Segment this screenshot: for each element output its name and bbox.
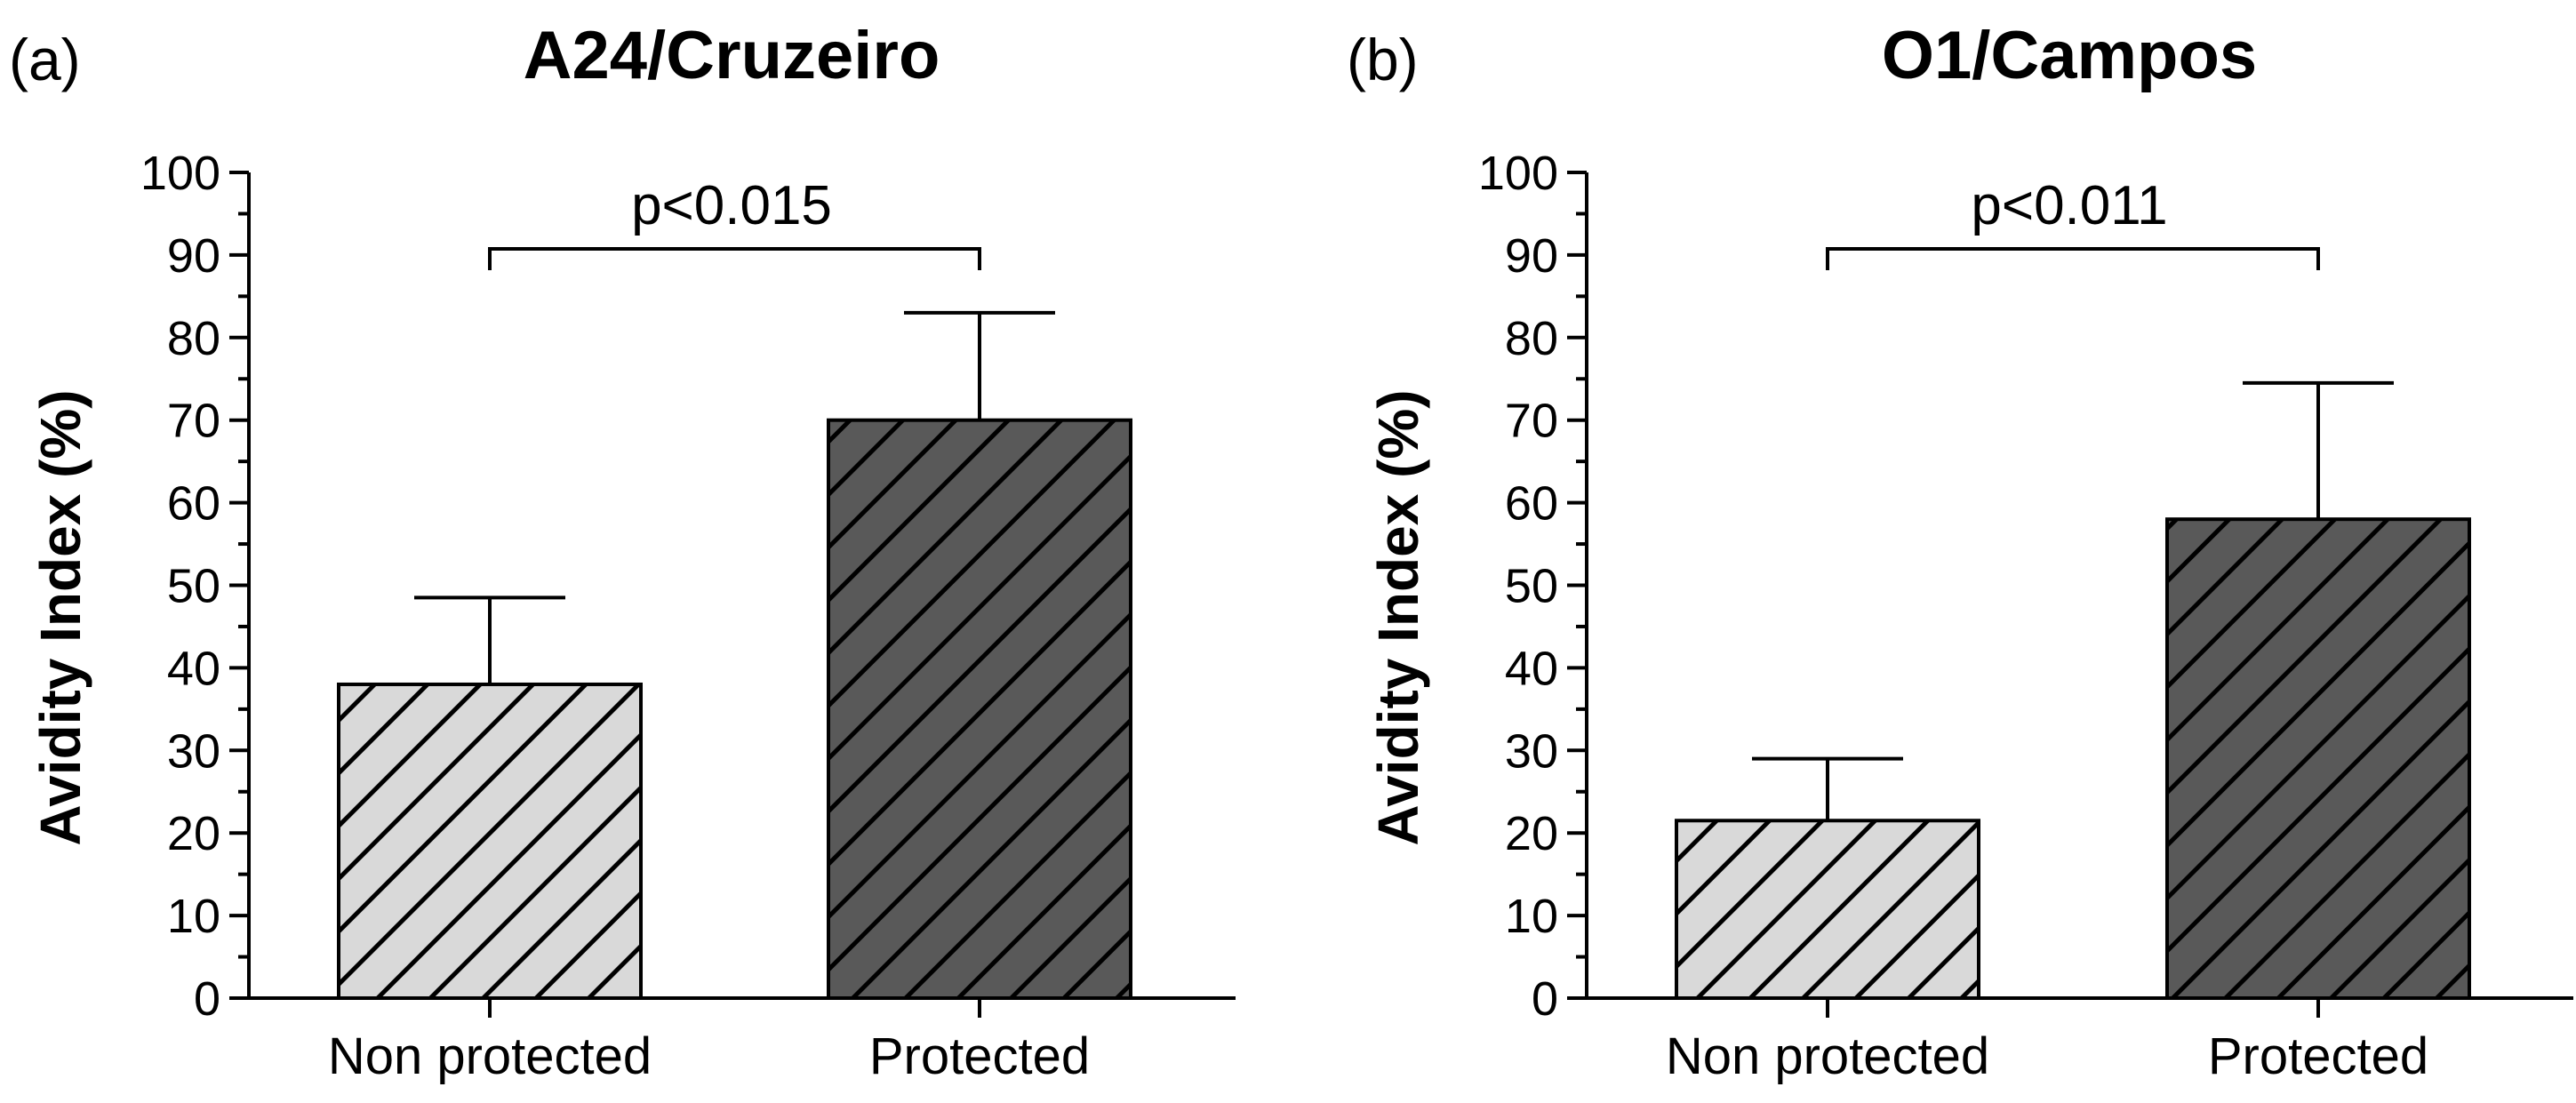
y-tick-label: 60 xyxy=(167,477,220,531)
significance-bracket xyxy=(1826,247,2320,270)
bar xyxy=(2165,517,2471,1000)
y-axis-label: Avidity Index (%) xyxy=(28,389,92,845)
panel-a: (a) A24/Cruzeiro Avidity Index (%) 0 10 20… xyxy=(9,18,1236,1085)
y-tick-label: 0 xyxy=(194,972,220,1026)
significance-label: p<0.015 xyxy=(631,175,832,236)
plot-area: 0 10 20 30 40 50 60 70 80 90 100 Non protected Prote… xyxy=(140,147,1236,1085)
significance-label: p<0.011 xyxy=(1971,175,2167,236)
y-tick-label: 70 xyxy=(1505,395,1558,448)
y-tick-label: 90 xyxy=(167,229,220,283)
panel-label: (a) xyxy=(9,27,81,92)
y-tick-label: 20 xyxy=(167,807,220,860)
y-tick-label: 100 xyxy=(140,147,220,200)
significance-bracket xyxy=(488,247,981,270)
y-tick-label: 10 xyxy=(1505,890,1558,943)
y-tick-label: 80 xyxy=(1505,312,1558,365)
y-tick-label: 40 xyxy=(1505,642,1558,695)
y-tick-label: 10 xyxy=(167,890,220,943)
y-tick-label: 50 xyxy=(167,560,220,613)
x-tick-label: Protected xyxy=(2208,1027,2428,1085)
x-tick-label: Protected xyxy=(869,1027,1090,1085)
y-tick-label: 30 xyxy=(1505,724,1558,778)
chart-title: A24/Cruzeiro xyxy=(524,18,940,93)
panel-label: (b) xyxy=(1347,27,1419,92)
x-tick-label: Non protected xyxy=(328,1027,652,1085)
y-tick-label: 0 xyxy=(1532,972,1558,1026)
y-tick-label: 90 xyxy=(1505,229,1558,283)
bar xyxy=(337,682,643,1000)
y-axis-label: Avidity Index (%) xyxy=(1366,389,1430,845)
bar xyxy=(827,418,1132,1000)
y-tick-label: 100 xyxy=(1478,147,1558,200)
y-tick-label: 50 xyxy=(1505,560,1558,613)
y-tick-label: 70 xyxy=(167,395,220,448)
bar xyxy=(1675,819,1980,1001)
y-tick-label: 60 xyxy=(1505,477,1558,531)
y-tick-label: 40 xyxy=(167,642,220,695)
y-tick-label: 80 xyxy=(167,312,220,365)
chart-title: O1/Campos xyxy=(1882,18,2257,93)
x-tick-label: Non protected xyxy=(1666,1027,1989,1085)
y-tick-label: 20 xyxy=(1505,807,1558,860)
panel-b: (b) O1/Campos Avidity Index (%) 0 10 20 30 4… xyxy=(1347,18,2573,1085)
y-tick-label: 30 xyxy=(167,724,220,778)
plot-area: 0 10 20 30 40 50 60 70 80 90 100 Non protected Prote… xyxy=(1478,147,2573,1085)
